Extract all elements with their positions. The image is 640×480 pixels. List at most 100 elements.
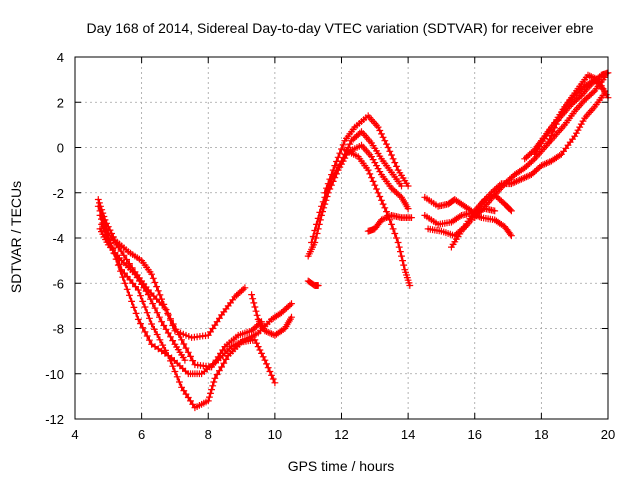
data-point-marker xyxy=(175,331,183,338)
data-point-marker xyxy=(137,320,144,327)
data-point-marker xyxy=(251,303,259,311)
data-point-marker xyxy=(391,230,399,237)
data-point-marker xyxy=(160,322,168,329)
data-point-marker xyxy=(508,207,515,215)
ticks-layer: 4 6 8 10 12 14 16 18 20 -12 -10 -8 -6 -4 -2 0 2 4 xyxy=(45,50,615,442)
series-arc-20 xyxy=(544,71,612,147)
y-tick-label: -4 xyxy=(52,231,64,246)
series-arc-5 xyxy=(96,225,189,364)
data-point-marker xyxy=(286,301,294,309)
data-point-marker xyxy=(119,273,127,281)
data-point-marker xyxy=(169,337,177,344)
data-point-marker xyxy=(323,184,330,192)
x-tick-label: 12 xyxy=(334,427,348,442)
data-point-marker xyxy=(220,359,228,367)
data-point-marker xyxy=(339,141,347,149)
data-point-marker xyxy=(383,140,390,148)
data-point-marker xyxy=(180,340,188,348)
data-point-marker xyxy=(121,279,129,287)
data-point-marker xyxy=(334,163,342,171)
data-point-marker xyxy=(213,371,221,378)
data-point-marker xyxy=(333,158,340,165)
data-point-marker xyxy=(364,166,372,174)
data-point-marker xyxy=(538,162,545,169)
data-point-marker xyxy=(451,232,459,240)
data-point-marker xyxy=(581,96,589,104)
x-axis-title: GPS time / hours xyxy=(288,458,395,474)
data-point-marker xyxy=(506,206,514,214)
data-point-marker xyxy=(96,212,104,219)
data-point-marker xyxy=(154,287,162,295)
data-point-marker xyxy=(371,181,379,189)
data-point-marker xyxy=(156,336,164,344)
data-point-marker xyxy=(117,267,124,275)
data-point-marker xyxy=(388,151,395,159)
data-point-marker xyxy=(309,233,317,240)
data-point-marker xyxy=(151,325,158,333)
data-point-marker xyxy=(576,123,584,131)
data-point-marker xyxy=(563,101,570,109)
data-point-marker xyxy=(153,331,161,338)
data-point-marker xyxy=(144,291,152,298)
data-point-marker xyxy=(233,291,240,299)
data-point-marker xyxy=(528,149,535,157)
data-point-marker xyxy=(383,214,390,221)
data-point-marker xyxy=(586,92,594,99)
data-point-marker xyxy=(546,135,554,143)
data-point-marker xyxy=(376,193,384,200)
data-point-marker xyxy=(253,311,261,319)
data-point-marker xyxy=(313,221,320,228)
data-point-marker xyxy=(494,194,502,202)
data-point-marker xyxy=(404,205,412,212)
data-point-marker xyxy=(148,320,155,328)
data-point-marker xyxy=(187,353,194,360)
data-point-marker xyxy=(209,382,217,390)
data-point-marker xyxy=(250,299,258,307)
data-point-marker xyxy=(324,180,332,188)
data-point-marker xyxy=(398,252,405,260)
data-point-marker xyxy=(378,130,385,138)
data-point-marker xyxy=(399,257,406,264)
data-point-marker xyxy=(379,200,387,208)
data-point-marker xyxy=(395,243,403,251)
data-point-marker xyxy=(329,166,337,174)
data-point-marker xyxy=(406,282,414,289)
data-point-marker xyxy=(137,292,144,300)
data-point-marker xyxy=(373,185,380,193)
series-arc-4 xyxy=(98,221,295,378)
data-point-marker xyxy=(141,303,149,311)
data-point-marker xyxy=(266,368,274,375)
data-point-marker xyxy=(389,225,397,233)
data-point-marker xyxy=(318,202,325,210)
series-arc-6 xyxy=(248,291,295,339)
data-point-marker xyxy=(393,234,400,242)
data-point-marker xyxy=(508,232,515,240)
data-point-marker xyxy=(528,171,535,178)
data-point-marker xyxy=(349,135,357,143)
data-point-marker xyxy=(319,198,327,206)
data-point-marker xyxy=(391,159,399,166)
data-point-marker xyxy=(146,314,153,322)
data-point-marker xyxy=(368,153,375,160)
data-point-marker xyxy=(388,184,395,192)
data-point-marker xyxy=(331,162,339,169)
data-point-marker xyxy=(456,213,464,220)
x-tick-label: 16 xyxy=(468,427,482,442)
data-point-marker xyxy=(528,158,535,166)
x-tick-label: 18 xyxy=(534,427,548,442)
data-point-marker xyxy=(211,374,219,382)
data-point-marker xyxy=(394,239,402,246)
data-point-marker xyxy=(141,328,149,336)
data-point-marker xyxy=(167,315,174,323)
data-point-marker xyxy=(366,170,374,178)
data-point-marker xyxy=(238,287,245,295)
data-point-marker xyxy=(252,307,260,315)
x-tick-label: 10 xyxy=(268,427,282,442)
data-point-marker xyxy=(167,333,174,341)
data-point-marker xyxy=(241,284,249,292)
data-point-marker xyxy=(524,152,532,160)
data-point-marker xyxy=(204,397,212,405)
data-point-marker xyxy=(120,251,128,259)
data-point-marker xyxy=(509,179,517,187)
data-point-marker xyxy=(573,129,580,137)
